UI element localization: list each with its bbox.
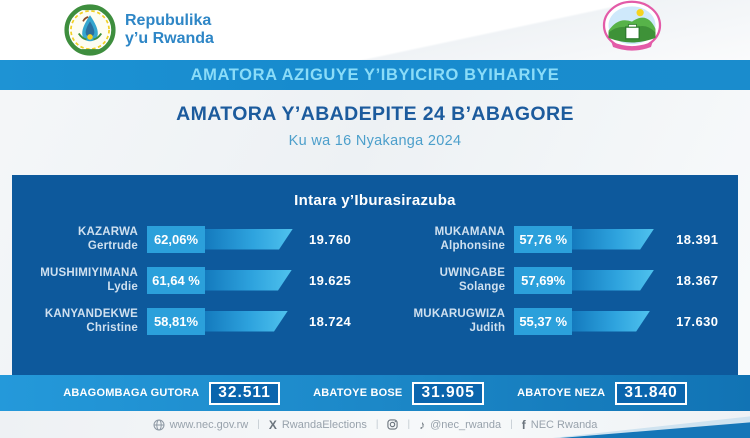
percent-label: 61,64 % <box>147 266 205 294</box>
candidate-firstname: Solange <box>459 281 506 293</box>
candidate-surname: UWINGABE <box>439 266 506 279</box>
result-row: UWINGABE Solange 57,69% 18.367 <box>395 265 718 295</box>
stat-registered-voters: ABAGOMBAGA GUTORA 32.511 <box>63 381 280 405</box>
election-date: Ku wa 16 Nyakanga 2024 <box>288 133 462 149</box>
stat-value: 31.905 <box>412 381 484 405</box>
percent-label: 57,76 % <box>514 225 573 253</box>
rwanda-coat-of-arms-icon <box>64 4 116 56</box>
candidate-firstname: Gertrude <box>87 240 138 252</box>
result-bar: 57,76 % <box>514 225 666 253</box>
header: Repubulika y’u Rwanda <box>0 0 750 60</box>
candidate-surname: KANYANDEKWE <box>44 307 138 320</box>
candidate-surname: MUKARUGWIZA <box>413 307 506 320</box>
candidate-surname: MUKAMANA <box>434 225 506 238</box>
stat-valid-votes: ABATOYE NEZA 31.840 <box>517 381 687 405</box>
x-item: X RwandaElections <box>269 418 367 432</box>
footer-separator: | <box>257 419 260 430</box>
stat-value: 31.840 <box>615 381 687 405</box>
percent-label: 55,37 % <box>514 307 573 335</box>
candidate-firstname: Alphonsine <box>440 240 506 252</box>
candidate-name: KAZARWA Gertrude <box>28 225 138 254</box>
x-handle: RwandaElections <box>281 418 367 431</box>
facebook-name: NEC Rwanda <box>530 418 598 431</box>
candidate-name: UWINGABE Solange <box>395 266 505 295</box>
stat-label: ABATOYE BOSE <box>313 387 403 399</box>
percent-label: 57,69% <box>514 266 573 294</box>
stat-value: 32.511 <box>209 381 280 405</box>
percent-label: 62,06% <box>147 225 205 253</box>
candidate-firstname: Lydie <box>107 281 138 293</box>
republic-name-line1: Repubulika <box>125 11 212 29</box>
candidate-firstname: Judith <box>469 322 506 334</box>
candidate-name: MUSHIMIYIMANA Lydie <box>28 266 138 295</box>
bar-fill <box>571 229 654 250</box>
vote-count: 19.760 <box>309 231 352 247</box>
footer-separator: | <box>407 419 411 430</box>
top-banner: AMATORA AZIGUYE Y’IBYICIRO BYIHARIYE <box>0 60 750 90</box>
nec-logo-icon <box>600 0 664 61</box>
website-url: www.nec.gov.rw <box>169 418 249 431</box>
result-row: KAZARWA Gertrude 62,06% 19.760 <box>28 224 351 254</box>
instagram-item <box>387 419 399 430</box>
facebook-item: f NEC Rwanda <box>522 418 598 432</box>
government-brand: Repubulika y’u Rwanda <box>64 4 214 56</box>
stat-label: ABATOYE NEZA <box>517 387 606 399</box>
candidate-surname: MUSHIMIYIMANA <box>40 266 138 279</box>
bar-fill <box>204 270 292 291</box>
globe-icon <box>153 419 165 431</box>
website-item: www.nec.gov.rw <box>153 418 249 431</box>
banner-title: AMATORA AZIGUYE Y’IBYICIRO BYIHARIYE <box>190 65 560 84</box>
candidate-firstname: Christine <box>86 322 138 334</box>
vote-count: 17.630 <box>676 313 719 329</box>
stats-bar: ABAGOMBAGA GUTORA 32.511 ABATOYE BOSE 31… <box>0 375 750 411</box>
candidate-surname: KAZARWA <box>78 225 138 238</box>
stat-label: ABAGOMBAGA GUTORA <box>63 387 200 399</box>
stat-total-votes: ABATOYE BOSE 31.905 <box>313 381 484 405</box>
tiktok-icon: ♪ <box>419 417 426 432</box>
candidate-name: KANYANDEKWE Christine <box>28 307 138 336</box>
result-row: KANYANDEKWE Christine 58,81% 18.724 <box>28 306 351 336</box>
candidate-name: MUKARUGWIZA Judith <box>395 307 505 336</box>
result-bar: 55,37 % <box>514 307 666 335</box>
region-title: Intara y’Iburasirazuba <box>294 192 456 209</box>
bar-fill <box>204 229 293 250</box>
title-block: AMATORA Y’ABADEPITE 24 B’ABAGORE Ku wa 1… <box>0 90 750 175</box>
bar-fill <box>204 311 288 332</box>
result-bar: 57,69% <box>514 266 666 294</box>
vote-count: 18.367 <box>676 272 719 288</box>
facebook-icon: f <box>521 417 526 432</box>
tiktok-handle: @nec_rwanda <box>430 418 502 431</box>
result-row: MUKARUGWIZA Judith 55,37 % 17.630 <box>395 306 718 336</box>
candidate-name: MUKAMANA Alphonsine <box>395 225 505 254</box>
footer: www.nec.gov.rw | X RwandaElections | | ♪… <box>0 411 750 438</box>
results-grid: KAZARWA Gertrude 62,06% 19.760 MUKAMANA … <box>12 209 738 336</box>
republic-name-line2: y’u Rwanda <box>125 30 214 47</box>
result-bar: 58,81% <box>147 307 299 335</box>
page-title: AMATORA Y’ABADEPITE 24 B’ABAGORE <box>176 103 574 125</box>
instagram-icon <box>387 419 399 430</box>
results-panel: Intara y’Iburasirazuba KAZARWA Gertrude … <box>12 175 738 375</box>
footer-separator: | <box>375 419 379 430</box>
vote-count: 18.724 <box>309 313 352 329</box>
result-row: MUSHIMIYIMANA Lydie 61,64 % 19.625 <box>28 265 351 295</box>
x-twitter-icon: X <box>268 417 277 432</box>
bar-fill <box>571 270 654 291</box>
result-bar: 62,06% <box>147 225 299 253</box>
republic-name: Repubulika y’u Rwanda <box>125 12 214 49</box>
bar-fill <box>571 311 650 332</box>
result-row: MUKAMANA Alphonsine 57,76 % 18.391 <box>395 224 718 254</box>
footer-separator: | <box>510 419 513 430</box>
result-bar: 61,64 % <box>147 266 299 294</box>
vote-count: 18.391 <box>676 231 719 247</box>
vote-count: 19.625 <box>309 272 352 288</box>
percent-label: 58,81% <box>147 307 205 335</box>
tiktok-item: ♪ @nec_rwanda <box>419 418 501 432</box>
